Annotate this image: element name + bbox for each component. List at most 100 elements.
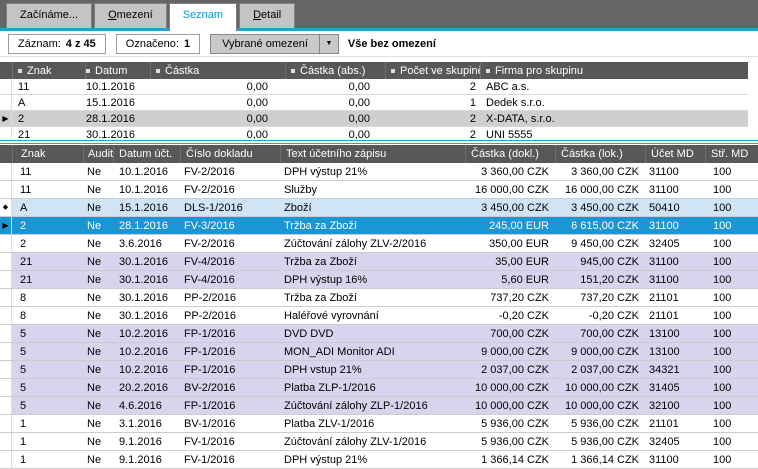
marked-counter-label: Označeno: (125, 37, 179, 50)
group-table-row[interactable]: ▶ 2 28.1.2016 0,00 0,00 2 X-DATA, s.r.o. (0, 111, 748, 127)
cell-text-zapisu: DPH vstup 21% (284, 363, 362, 376)
tab-detail[interactable]: Detail (239, 3, 296, 28)
selected-restriction-button[interactable]: Vybrané omezení (210, 33, 320, 54)
cell-datum-uct: 10.1.2016 (119, 165, 168, 178)
cell-castka-lok: -0,20 CZK (588, 309, 639, 322)
cell-castka-dokl: 35,00 EUR (495, 255, 549, 268)
group-table-row[interactable]: 11 10.1.2016 0,00 0,00 2 ABC a.s. (0, 79, 748, 95)
detail-table-row[interactable]: 8 Ne 30.1.2016 PP-2/2016 Haléřové vyrovnání -… (0, 307, 758, 325)
cell-znak: 5 (20, 399, 27, 412)
cell-castka-lok: 3 360,00 CZK (571, 165, 639, 178)
detail-table-row[interactable]: 5 Ne 10.2.2016 FP-1/2016 DPH vstup 21% 2 037,… (0, 361, 758, 379)
group-table-row[interactable]: 21 30.1.2016 0,00 0,00 2 UNI 5555 (0, 127, 748, 139)
detail-table-row[interactable]: 5 Ne 10.2.2016 FP-1/2016 MON_ADI Monitor ADI… (0, 343, 758, 361)
row-marker-cell (0, 361, 12, 378)
detail-table-row[interactable]: 2 Ne 3.6.2016 FV-2/2016 Zúčtování zálohy ZLV… (0, 235, 758, 253)
detail-table-body: 11 Ne 10.1.2016 FV-2/2016 DPH výstup 21% 3 36… (0, 163, 758, 469)
cell-castka-dokl: 5,60 EUR (501, 273, 549, 286)
cell-ucet-md: 32405 (649, 237, 680, 250)
cell-ucet-md: 50410 (649, 201, 680, 214)
detail-table-header: Znak Audit Datum účt. Číslo dokladu Text… (0, 145, 758, 163)
detail-header-castka-dokl[interactable]: Částka (dokl.) (465, 145, 555, 163)
cell-cislo-dokladu: DLS-1/2016 (184, 201, 243, 214)
detail-table-row[interactable]: 21 Ne 30.1.2016 FV-4/2016 Tržba za Zboží 35,0… (0, 253, 758, 271)
cell-ucet-md: 34321 (649, 363, 680, 376)
row-marker-cell (0, 235, 12, 252)
row-marker-cell (0, 415, 12, 432)
cell-castka-lok: 3 450,00 CZK (571, 201, 639, 214)
cell-ucet-md: 31405 (649, 381, 680, 394)
cell-audit: Ne (87, 237, 102, 250)
group-header-znak[interactable]: Znak (12, 62, 85, 79)
cell-castka-dokl: 5 936,00 CZK (481, 417, 549, 430)
cell-text-zapisu: Platba ZLP-1/2016 (284, 381, 376, 394)
current-row-arrow-icon: ▶ (0, 111, 12, 126)
detail-table-row[interactable]: 8 Ne 30.1.2016 PP-2/2016 Tržba za Zboží 737,2… (0, 289, 758, 307)
detail-table-row[interactable]: 11 Ne 10.1.2016 FV-2/2016 Služby 16 000,00 CZ… (0, 181, 758, 199)
cell-str-md: 100 (713, 381, 732, 394)
detail-table-row[interactable]: 5 Ne 20.2.2016 BV-2/2016 Platba ZLP-1/2016 10… (0, 379, 758, 397)
cell-castka-lok: 2 037,00 CZK (571, 363, 639, 376)
cell-cislo-dokladu: PP-2/2016 (184, 291, 236, 304)
cell-audit: Ne (87, 381, 102, 394)
tab-zaciname[interactable]: Začínáme... (6, 3, 93, 28)
row-marker-cell (0, 307, 12, 324)
detail-header-str-md[interactable]: Stř. MD (705, 145, 758, 163)
cell-castka-dokl: 16 000,00 CZK (475, 183, 549, 196)
cell-ucet-md: 31100 (649, 183, 679, 196)
detail-table-row[interactable]: 1 Ne 9.1.2016 FV-1/2016 DPH výstup 21% 1 366,… (0, 451, 758, 469)
table-splitter-handle[interactable] (0, 139, 758, 145)
clipped-group-row[interactable]: 21 30.1.2016 0,00 0,00 2 UNI 5555 (0, 127, 758, 139)
detail-header-datum[interactable]: Datum účt. (113, 145, 180, 163)
group-header-pocet[interactable]: Počet ve skupině (385, 62, 480, 79)
detail-header-znak[interactable]: Znak (12, 145, 83, 163)
detail-table-row[interactable]: 21 Ne 30.1.2016 FV-4/2016 DPH výstup 16% 5,60… (0, 271, 758, 289)
detail-table-row[interactable]: 11 Ne 10.1.2016 FV-2/2016 DPH výstup 21% 3 36… (0, 163, 758, 181)
cell-text-zapisu: Zúčtování zálohy ZLP-1/2016 (284, 399, 428, 412)
cell-cislo-dokladu: FP-1/2016 (184, 327, 236, 340)
cell-str-md: 100 (713, 363, 732, 376)
cell-castka-lok: 151,20 CZK (580, 273, 639, 286)
detail-table-row[interactable]: 1 Ne 3.1.2016 BV-1/2016 Platba ZLV-1/2016 5 9… (0, 415, 758, 433)
tab-omezeni[interactable]: Omezení (94, 3, 167, 28)
cell-text-zapisu: Zúčtování zálohy ZLV-2/2016 (284, 237, 427, 250)
detail-table-row[interactable]: 5 Ne 10.2.2016 FP-1/2016 DVD DVD 700,00 CZK 70… (0, 325, 758, 343)
cell-text-zapisu: DPH výstup 16% (284, 273, 368, 286)
cell-audit: Ne (87, 255, 102, 268)
cell-cislo-dokladu: FP-1/2016 (184, 345, 236, 358)
row-marker-cell (0, 343, 12, 360)
tab-seznam[interactable]: Seznam (168, 3, 238, 31)
toolbar: Záznam: 4 z 45 Označeno: 1 Vybrané omeze… (0, 31, 758, 56)
cell-ucet-md: 31100 (649, 453, 679, 466)
detail-header-ucet-md[interactable]: Účet MD (645, 145, 705, 163)
detail-header-cislo[interactable]: Číslo dokladu (180, 145, 280, 163)
detail-header-text[interactable]: Text účetního zápisu (280, 145, 465, 163)
detail-table-row[interactable]: 5 Ne 4.6.2016 FP-1/2016 Zúčtování zálohy ZLP… (0, 397, 758, 415)
restriction-dropdown-arrow-icon[interactable]: ▼ (319, 33, 339, 54)
group-header-castka-abs[interactable]: Částka (abs.) (285, 62, 385, 79)
cell-audit: Ne (87, 273, 102, 286)
cell-ucet-md: 31100 (649, 255, 679, 268)
detail-table-row[interactable]: ◆ A Ne 15.1.2016 DLS-1/2016 Zboží 3 450,00 CZK… (0, 199, 758, 217)
detail-table-row[interactable]: ▶ 2 Ne 28.1.2016 FV-3/2016 Tržba za Zboží 245,… (0, 217, 758, 235)
cell-str-md: 100 (713, 255, 732, 268)
group-header-datum[interactable]: Datum (85, 62, 150, 79)
cell-datum-uct: 28.1.2016 (119, 219, 168, 232)
cell-datum: 15.1.2016 (86, 96, 135, 109)
column-bullet-icon (391, 68, 395, 73)
group-header-firma[interactable]: Firma pro skupinu (480, 62, 748, 79)
restriction-status-text: Vše bez omezení (347, 37, 436, 50)
cell-castka-lok: 737,20 CZK (580, 291, 639, 304)
group-table-row[interactable]: A 15.1.2016 0,00 0,00 1 Dedek s.r.o. (0, 95, 748, 111)
cell-datum-uct: 30.1.2016 (119, 291, 168, 304)
detail-table-row[interactable]: 1 Ne 9.1.2016 FV-1/2016 Zúčtování zálohy ZLV… (0, 433, 758, 451)
detail-header-castka-lok[interactable]: Částka (lok.) (555, 145, 645, 163)
cell-audit: Ne (87, 291, 102, 304)
cell-text-zapisu: Haléřové vyrovnání (284, 309, 379, 322)
cell-castka-abs: 0,00 (348, 80, 370, 93)
cell-ucet-md: 21101 (649, 417, 679, 430)
detail-header-audit[interactable]: Audit (83, 145, 113, 163)
cell-znak: A (18, 96, 26, 109)
group-header-castka[interactable]: Částka (150, 62, 285, 79)
cell-castka-lok: 945,00 CZK (580, 255, 639, 268)
